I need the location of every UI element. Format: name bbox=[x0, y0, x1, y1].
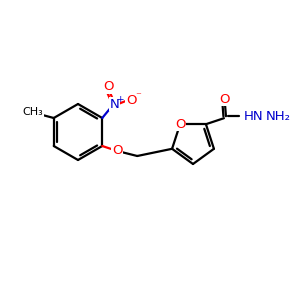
Text: O: O bbox=[220, 93, 230, 106]
Text: HN: HN bbox=[244, 110, 264, 123]
Text: N: N bbox=[110, 98, 119, 110]
Text: +: + bbox=[116, 94, 124, 103]
Text: O: O bbox=[112, 145, 122, 158]
Text: NH₂: NH₂ bbox=[266, 110, 291, 123]
Text: O: O bbox=[126, 94, 136, 106]
Text: O: O bbox=[175, 118, 185, 131]
Text: O: O bbox=[103, 80, 113, 94]
Text: CH₃: CH₃ bbox=[22, 107, 43, 117]
Text: ⁻: ⁻ bbox=[135, 91, 141, 101]
